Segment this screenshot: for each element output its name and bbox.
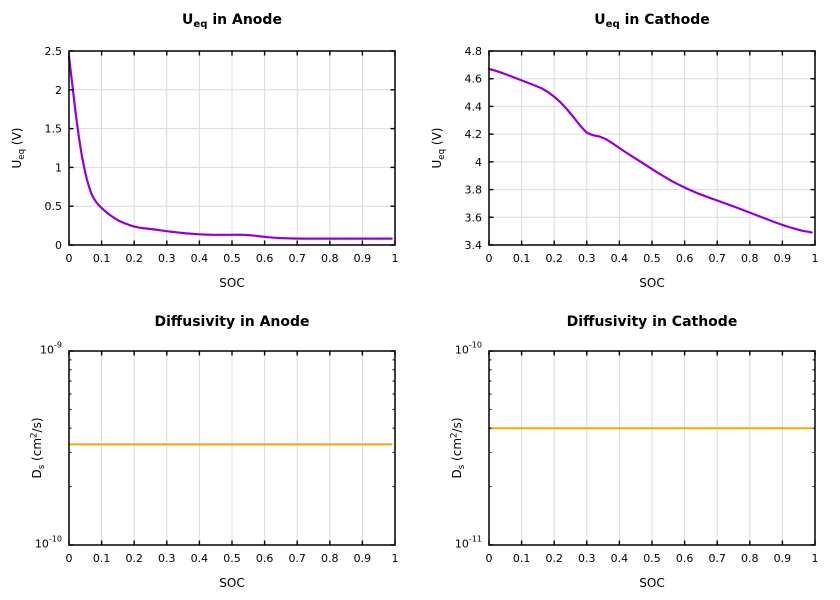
- x-tick-label: 0.8: [741, 252, 759, 265]
- x-tick-label: 0.4: [611, 252, 629, 265]
- subplot-diffusivity-anode: 0 0.1 0.2 0.3 0.4 0.5 0.6 0.7 0.8 0.9 1 10-9 10-10: [35, 341, 399, 566]
- x-tick-label: 0.4: [191, 252, 209, 265]
- x-tick-label: 0.5: [643, 252, 661, 265]
- y-tick-label: 10-10: [35, 535, 62, 551]
- x-tick-label: 0.5: [643, 552, 661, 565]
- x-tick-label: 0: [486, 252, 493, 265]
- y-tick-label: 3.4: [465, 239, 483, 252]
- y-tick-label: 4: [475, 156, 482, 169]
- x-tick-label: 0.6: [676, 552, 694, 565]
- x-tick-label: 0.3: [158, 252, 176, 265]
- x-tick-label: 0.1: [513, 552, 531, 565]
- x-tick-label: 0.2: [125, 552, 143, 565]
- x-tick-label: 0.6: [256, 552, 274, 565]
- subplot-ueq-cathode: 0 0.1 0.2 0.3 0.4 0.5 0.6 0.7 0.8 0.9 1 3.4 3.6 3.8 4 4…: [465, 45, 819, 265]
- y-tick-label: 10-9: [40, 341, 62, 357]
- x-tick-label: 0.2: [545, 252, 563, 265]
- x-tick-label: 0.2: [545, 552, 563, 565]
- subplot-diffusivity-cathode: 0 0.1 0.2 0.3 0.4 0.5 0.6 0.7 0.8 0.9 1 10-10 10-11: [455, 341, 819, 566]
- chart-title-diffusivity-cathode: Diffusivity in Cathode: [566, 314, 738, 330]
- subplot-ueq-anode: 0 0.1 0.2 0.3 0.4 0.5 0.6 0.7 0.8 0.9 1 0 0.5 1 1.5 2 2.…: [45, 45, 399, 265]
- x-tick-label: 0.8: [321, 252, 339, 265]
- y-tick-label: 3.6: [465, 211, 483, 224]
- x-tick-label: 1: [812, 552, 819, 565]
- y-tick-label: 10-11: [455, 535, 482, 551]
- chart-title-ueq-anode: Ueq in Anode: [182, 12, 282, 31]
- chart-title-ueq-cathode: Ueq in Cathode: [594, 12, 710, 31]
- series-cathode-ocv: [487, 67, 813, 234]
- x-tick-label: 0.8: [741, 552, 759, 565]
- y-axis-label-ueq-anode: Ueq (V): [10, 127, 27, 169]
- y-axis-label-diffusivity-cathode: Ds (cm2/s): [449, 417, 467, 479]
- x-tick-label: 0.2: [125, 252, 143, 265]
- x-tick-label: 0.7: [708, 252, 726, 265]
- x-tick-label: 0.8: [321, 552, 339, 565]
- y-axis-label-diffusivity-anode: Ds (cm2/s): [29, 417, 47, 479]
- x-tick-label: 0.4: [611, 552, 629, 565]
- y-tick-label: 4.6: [465, 73, 483, 86]
- y-tick-label: 1: [55, 161, 62, 174]
- x-tick-label: 0.3: [158, 552, 176, 565]
- x-tick-label: 0.6: [256, 252, 274, 265]
- x-tick-label: 0.7: [708, 552, 726, 565]
- x-tick-label: 0.9: [354, 252, 372, 265]
- y-axis-label-ueq-cathode: Ueq (V): [430, 127, 447, 169]
- y-tick-label: 0.5: [45, 200, 63, 213]
- y-tick-label: 10-10: [455, 341, 482, 357]
- x-tick-label: 0.1: [93, 552, 111, 565]
- x-tick-label: 0: [66, 252, 73, 265]
- y-tick-label: 3.8: [465, 184, 483, 197]
- x-tick-label: 0.5: [223, 252, 241, 265]
- y-tick-label: 2.5: [45, 45, 63, 58]
- x-tick-label: 1: [392, 252, 399, 265]
- y-tick-label: 4.2: [465, 128, 483, 141]
- x-tick-label: 0.3: [578, 252, 596, 265]
- x-tick-label: 0: [486, 552, 493, 565]
- x-tick-label: 0.1: [513, 252, 531, 265]
- x-tick-label: 0.4: [191, 552, 209, 565]
- x-tick-label: 0.9: [774, 552, 792, 565]
- x-axis-label-ueq-cathode: SOC: [639, 276, 665, 290]
- y-tick-label: 0: [55, 239, 62, 252]
- x-tick-label: 0.9: [354, 552, 372, 565]
- y-tick-label: 1.5: [45, 123, 63, 136]
- x-tick-label: 0.5: [223, 552, 241, 565]
- x-tick-label: 1: [392, 552, 399, 565]
- x-axis-label-ueq-anode: SOC: [219, 276, 245, 290]
- x-tick-label: 1: [812, 252, 819, 265]
- chart-title-diffusivity-anode: Diffusivity in Anode: [154, 314, 310, 330]
- x-tick-label: 0.1: [93, 252, 111, 265]
- x-tick-label: 0.9: [774, 252, 792, 265]
- x-tick-label: 0.3: [578, 552, 596, 565]
- x-axis-label-diffusivity-anode: SOC: [219, 576, 245, 590]
- x-axis-label-diffusivity-cathode: SOC: [639, 576, 665, 590]
- x-tick-label: 0.7: [288, 252, 306, 265]
- x-tick-label: 0: [66, 552, 73, 565]
- y-tick-label: 4.8: [465, 45, 483, 58]
- y-tick-label: 2: [55, 84, 62, 97]
- y-tick-label: 4.4: [465, 100, 483, 113]
- x-tick-label: 0.7: [288, 552, 306, 565]
- x-tick-label: 0.6: [676, 252, 694, 265]
- series-anode-ocv: [67, 55, 393, 240]
